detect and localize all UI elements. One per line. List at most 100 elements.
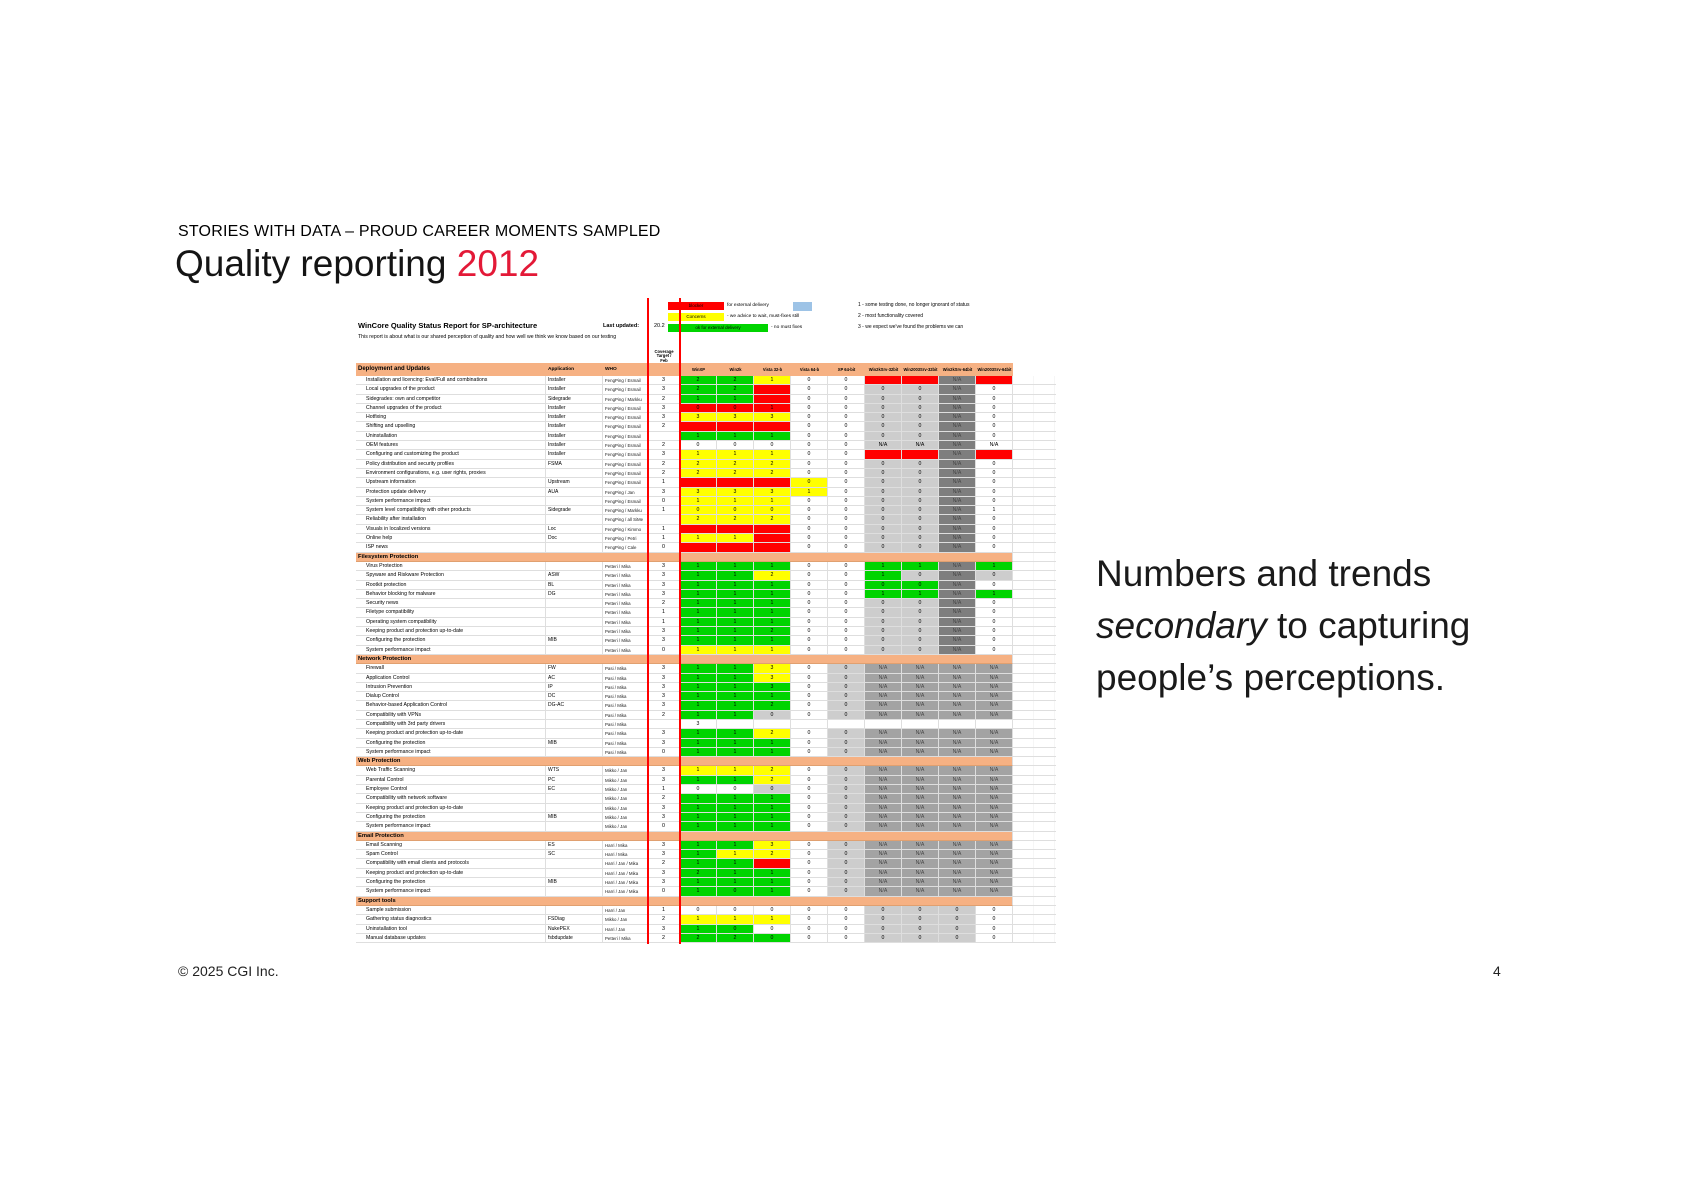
status-cell: 1: [680, 580, 717, 590]
feature-label: Upstream information: [356, 478, 546, 488]
status-cell: N/A: [939, 775, 976, 786]
table-row: Online help Doc FengPing / Petri 1 1 1 0 0 0 0 N/A…: [356, 534, 1056, 544]
status-cell: N/A: [939, 459, 976, 469]
table-row: Local upgrades of the product Installer Fe…: [356, 385, 1056, 395]
status-cell: N/A: [939, 812, 976, 823]
coverage-target-cell: 3: [648, 701, 680, 711]
page-title-text: Quality reporting: [175, 243, 457, 284]
owner-cell: FengPing / Jan: [603, 487, 648, 497]
owner-cell: Harri / Mika: [603, 850, 648, 860]
status-cell: N/A: [865, 887, 902, 897]
filler-cell: [1013, 812, 1056, 823]
status-cell: N/A: [865, 822, 902, 832]
status-cell: 0: [791, 738, 828, 748]
status-cell: [754, 524, 791, 535]
feature-label: Compatibility with 3rd party drivers: [356, 719, 546, 730]
feature-label: Dialup Control: [356, 692, 546, 702]
status-cell: N/A: [902, 682, 939, 693]
status-cell: [754, 422, 791, 432]
status-cell: 1: [717, 636, 754, 646]
status-cell: 0: [865, 617, 902, 628]
status-cell: N/A: [976, 738, 1013, 748]
filler-cell: [1013, 431, 1056, 442]
owner-cell: Mikko / Jan: [603, 812, 648, 823]
status-cell: 1: [717, 608, 754, 618]
owner-cell: Pasi / Mika: [603, 747, 648, 758]
status-cell: 0: [976, 933, 1013, 944]
status-cell: 0: [791, 608, 828, 618]
status-cell: 0: [828, 729, 865, 739]
status-cell: 0: [791, 627, 828, 637]
status-cell: [754, 534, 791, 544]
status-cell: N/A: [939, 599, 976, 609]
status-cell: 0: [828, 692, 865, 702]
status-cell: 1: [680, 431, 717, 442]
last-updated-label: Last updated:: [603, 323, 640, 329]
table-row: Compatibility with 3rd party drivers Pasi…: [356, 719, 1056, 730]
status-cell: N/A: [939, 534, 976, 544]
status-cell: N/A: [865, 850, 902, 860]
status-cell: 0: [902, 385, 939, 395]
status-cell: N/A: [976, 775, 1013, 786]
owner-cell: FengPing / all SiMe: [603, 515, 648, 525]
coverage-target-cell: 2: [648, 422, 680, 432]
coverage-header-line: Feb: [660, 357, 668, 363]
status-cell: N/A: [976, 785, 1013, 795]
table-row: Channel upgrades of the product Installer…: [356, 403, 1056, 414]
owner-cell: FengPing / Esmail: [603, 376, 648, 386]
status-cell: N/A: [939, 766, 976, 776]
table-row: Application Control AC Pasi / Mika 3 1 1 3 0 0 N/…: [356, 673, 1056, 683]
status-cell: 1: [754, 692, 791, 702]
feature-label: Policy distribution and security profile…: [356, 459, 546, 469]
status-cell: 0: [828, 450, 865, 460]
section-header-row: Web Protection: [356, 757, 1056, 767]
status-cell: 1: [680, 664, 717, 674]
status-cell: 1: [754, 878, 791, 888]
status-cell: 0: [791, 710, 828, 720]
status-cell: 0: [902, 599, 939, 609]
coverage-target-cell: 2: [648, 394, 680, 404]
status-cell: 0: [791, 878, 828, 888]
status-cell: 0: [865, 580, 902, 590]
status-cell: 1: [680, 450, 717, 460]
status-cell: 0: [680, 441, 717, 451]
table-row: Configuring the protection MIB Pasi / Mika…: [356, 738, 1056, 748]
status-cell: 2: [754, 701, 791, 711]
status-cell: 2: [680, 468, 717, 479]
status-cell: 0: [902, 468, 939, 479]
status-cell: 1: [680, 878, 717, 888]
table-row: ISP news FengPing / Cale 0 0 0 0 0 N/A 0: [356, 543, 1056, 553]
status-cell: 1: [717, 729, 754, 739]
status-cell: 0: [791, 617, 828, 628]
feature-label: Sample submission: [356, 905, 546, 916]
feature-label: Protection update delivery: [356, 487, 546, 497]
status-cell: N/A: [865, 785, 902, 795]
status-cell: 1: [680, 701, 717, 711]
owner-cell: Pasi / Mika: [603, 729, 648, 739]
application-cell: FW: [546, 664, 603, 674]
status-cell: 1: [754, 794, 791, 804]
status-cell: 1: [754, 617, 791, 628]
coverage-target-cell: 3: [648, 487, 680, 497]
status-cell: 2: [717, 515, 754, 525]
feature-label: ISP news: [356, 543, 546, 553]
status-cell: 3: [754, 413, 791, 423]
status-cell: 1: [717, 794, 754, 804]
owner-cell: Harri / Mika: [603, 840, 648, 851]
owner-cell: Harri / Jan: [603, 905, 648, 916]
owner-cell: FengPing / Esmail: [603, 422, 648, 432]
status-cell: 0: [791, 729, 828, 739]
coverage-target-cell: 0: [648, 543, 680, 553]
status-cell: 0: [976, 924, 1013, 934]
application-cell: MIB: [546, 738, 603, 748]
coverage-target-cell: 0: [648, 822, 680, 832]
status-cell: 1: [680, 840, 717, 851]
table-row: Email Scanning ES Harri / Mika 3 1 1 3 0 0 N/A N/A…: [356, 840, 1056, 851]
status-cell: [717, 543, 754, 553]
application-cell: Installer: [546, 413, 603, 423]
status-cell: 1: [754, 403, 791, 414]
owner-cell: FengPing / Cale: [603, 543, 648, 553]
status-cell: 0: [902, 915, 939, 925]
status-cell: N/A: [865, 859, 902, 869]
status-cell: N/A: [939, 887, 976, 897]
